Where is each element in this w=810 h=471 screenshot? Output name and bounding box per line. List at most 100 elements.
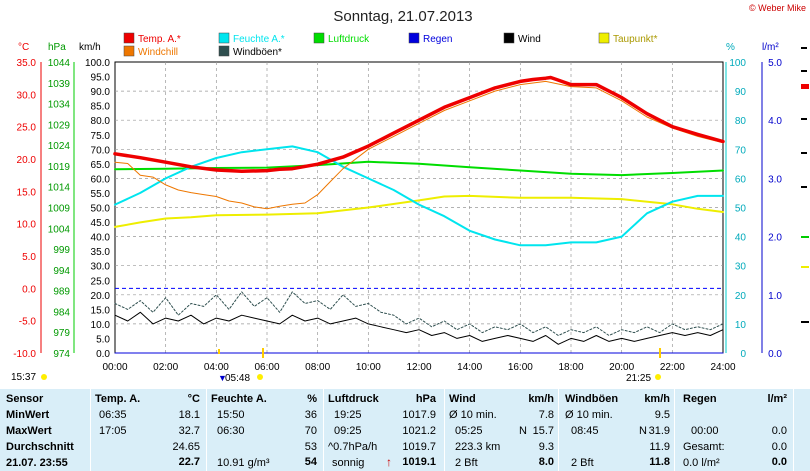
data-series: [113, 75, 725, 354]
pressure-unit-label: hPa: [48, 42, 66, 53]
rain-column: Regen l/m² 00:00 0.0 Gesamt: 0.0 0.0 l/m…: [675, 389, 793, 471]
pressure-tick-label: 1029: [48, 120, 71, 131]
time-tick-label: 14:00: [457, 362, 482, 373]
time-tick-label: 00:00: [102, 362, 127, 373]
legend-label: Windböen*: [233, 47, 282, 58]
wind-interval-label: Ø 10 min.: [449, 409, 497, 421]
pressure-tick-label: 1039: [48, 79, 71, 90]
gust-max-value: 31.9: [648, 425, 670, 437]
time-tick-label: 16:00: [508, 362, 533, 373]
pressure-current-value: 1019.1: [402, 456, 436, 468]
pressure-tick-label: 1004: [48, 224, 71, 235]
series-line-temp-a: [113, 75, 725, 174]
wind-tick-label: 35.0: [91, 247, 111, 258]
rain-max-value: 0.0: [771, 425, 787, 437]
sunset-label: 21:25: [626, 373, 651, 384]
temp-column: Temp. A. °C 06:35 18.1 17:05 32.7 24.65 …: [91, 389, 206, 471]
sunrise-tick-2: [262, 348, 264, 358]
pressure-tick-label: 984: [53, 307, 70, 318]
humidity-tick-label: 70: [735, 145, 747, 156]
time-tick-label: 08:00: [305, 362, 330, 373]
temp-tick-label: 0.0: [22, 284, 36, 295]
gust-current-value: 11.8: [649, 456, 670, 468]
humidity-header: Feuchte A.: [211, 393, 267, 405]
temp-tick-label: 35.0: [17, 58, 37, 69]
humidity-min-time: 15:50: [217, 409, 245, 421]
axis-unit-labels: °C hPa km/h % l/m²: [18, 42, 779, 53]
rain-tick-label: 3.0: [768, 174, 782, 185]
wind-avg10-value: 7.8: [538, 409, 554, 421]
wind-tick-label: 30.0: [91, 262, 111, 273]
pressure-tick-label: 1044: [48, 58, 71, 69]
pressure-tick-label: 1034: [48, 100, 71, 111]
temp-tick-label: 25.0: [17, 123, 37, 134]
maxwert-label: MaxWert: [6, 425, 52, 437]
gust-avg10-value: 9.5: [654, 409, 670, 421]
wind-tick-label: 40.0: [91, 233, 111, 244]
gust-max-direction: N: [639, 425, 647, 437]
pressure-tick-label: 1014: [48, 183, 71, 194]
rain-total-label: Gesamt:: [683, 441, 725, 453]
rain-unit-label: l/m²: [762, 42, 779, 53]
humidity-tick-label: 30: [735, 262, 747, 273]
temp-tick-label: 5.0: [22, 252, 36, 263]
temp-tick-label: -5.0: [19, 317, 37, 328]
minwert-label: MinWert: [6, 409, 50, 421]
rain-tick-label: 2.0: [768, 233, 782, 244]
sunrise-arrow-icon: ▼: [218, 373, 227, 383]
temp-tick-label: 30.0: [17, 90, 37, 101]
temp-current-value: 22.7: [178, 456, 200, 468]
temp-min-value: 18.1: [178, 409, 200, 421]
pressure-tick-label: 989: [53, 287, 70, 298]
wind-tick-label: 5.0: [96, 334, 110, 345]
pressure-tick-label: 1019: [48, 162, 71, 173]
pressure-unit: hPa: [415, 393, 436, 405]
wind-header: Wind: [449, 393, 476, 405]
legend-label: Wind: [518, 34, 541, 45]
wind-tick-label: 25.0: [91, 276, 111, 287]
humidity-unit-label: %: [726, 42, 735, 53]
humidity-avg-value: 53: [304, 441, 317, 453]
wind-tick-label: 15.0: [91, 305, 111, 316]
wind-tick-label: 45.0: [91, 218, 111, 229]
time-tick-label: 06:00: [254, 362, 279, 373]
wind-tick-label: 55.0: [91, 189, 111, 200]
wind-unit: km/h: [528, 393, 554, 405]
time-tick-label: 12:00: [406, 362, 431, 373]
weather-forecast: sonnig: [332, 457, 365, 469]
wind-beaufort: 2 Bft: [455, 457, 478, 469]
time-tick-label: 20:00: [609, 362, 634, 373]
series-line-feuchte-a: [114, 145, 724, 247]
gust-column: Windböen km/h Ø 10 min. 9.5 08:45 N 31.9…: [559, 389, 674, 471]
legend-label: Feuchte A.*: [233, 34, 285, 45]
chart-title: Sonntag, 21.07.2013: [333, 8, 472, 25]
pressure-tick-label: 1024: [48, 141, 71, 152]
wind-tick-label: 70.0: [91, 145, 111, 156]
gust-unit: km/h: [644, 393, 670, 405]
sun-icon: [41, 374, 47, 380]
statistics-footer: Sensor MinWert MaxWert Durchschnitt 21.0…: [0, 389, 810, 471]
rain-tick-label: 1.0: [768, 291, 782, 302]
pressure-tick-label: 994: [53, 266, 70, 277]
humidity-tick-label: 50: [735, 204, 747, 215]
gust-header: Windböen: [565, 393, 619, 405]
sun-markers: 15:37 05:48 ▼ 21:25: [11, 348, 661, 384]
wind-tick-label: 100.0: [85, 58, 110, 69]
left-time-label: 15:37: [11, 372, 36, 383]
pressure-tick-label: 979: [53, 328, 70, 339]
temp-tick-label: 15.0: [17, 187, 37, 198]
sunset-tick: [659, 348, 661, 358]
wind-tick-label: 50.0: [91, 204, 111, 215]
right-edge-marks: [801, 47, 809, 323]
humidity-tick-label: 20: [735, 291, 747, 302]
series-line-windböen: [114, 291, 724, 336]
legend-label: Windchill: [138, 47, 178, 58]
rain-header: Regen: [683, 393, 717, 405]
sunrise-label: 05:48: [225, 373, 250, 384]
legend-label: Temp. A.*: [138, 34, 181, 45]
pressure-trend-rate: ^0.7hPa/h: [328, 441, 378, 453]
series-line-taupunkt: [114, 194, 724, 228]
series-line-windchill: [114, 80, 724, 210]
sunrise-tick: [218, 349, 220, 354]
wind-max-time: 05:25: [455, 425, 483, 437]
